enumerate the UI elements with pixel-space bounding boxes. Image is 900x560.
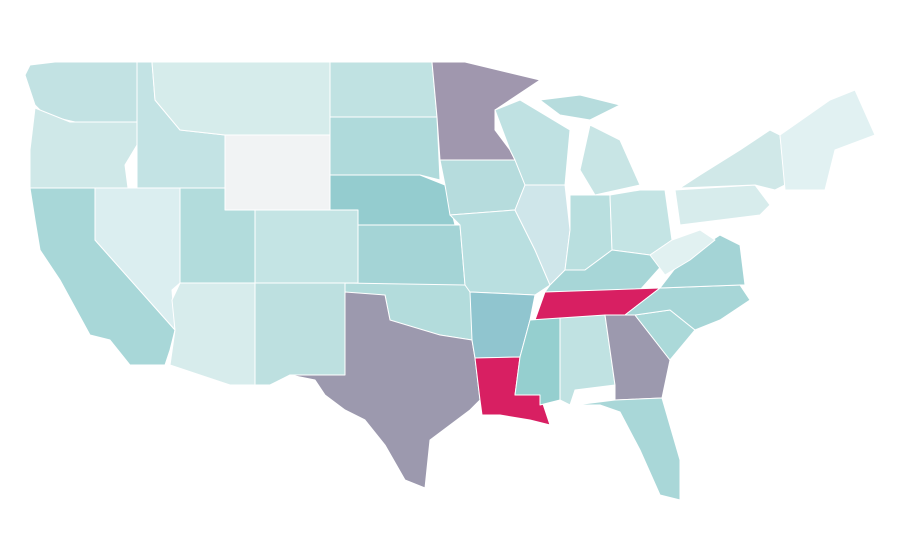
state [29, 107, 138, 189]
state [357, 224, 466, 286]
state [329, 116, 441, 181]
state [649, 229, 716, 276]
state [679, 129, 786, 191]
state [539, 94, 621, 121]
state [609, 189, 673, 256]
state [254, 282, 346, 386]
state [224, 134, 331, 211]
state [169, 282, 256, 386]
state [574, 397, 681, 501]
state [151, 61, 331, 136]
state [779, 89, 876, 191]
state [439, 159, 526, 216]
state [674, 184, 771, 226]
state [579, 124, 641, 196]
state [431, 61, 541, 161]
state [254, 209, 359, 284]
state [329, 61, 438, 118]
state [289, 291, 481, 489]
